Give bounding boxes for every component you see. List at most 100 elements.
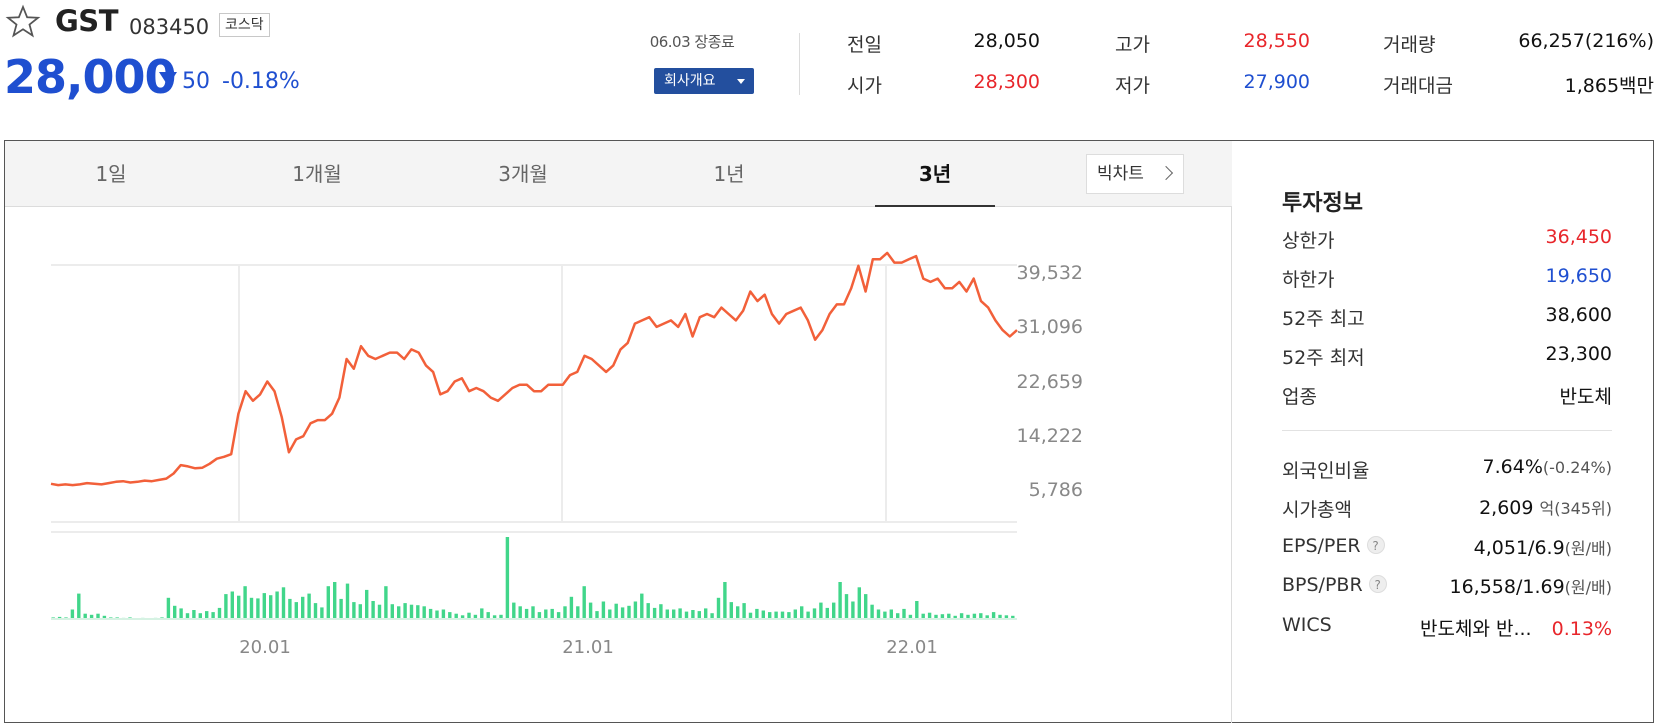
stat-value-prev-close: 28,050 (973, 30, 1040, 52)
info-value: 19,650 (1545, 265, 1612, 287)
volume-bar (448, 612, 452, 619)
price-chart-area: 39,532 31,096 22,659 14,222 5,786 20.01 21.01 2… (5, 207, 1232, 723)
price-change: 50 (182, 69, 210, 94)
price-chart: 39,532 31,096 22,659 14,222 5,786 20.01 21.01 2… (50, 251, 1083, 658)
volume-bar (812, 608, 817, 619)
volume-bar (249, 597, 254, 619)
volume-bar (409, 604, 414, 619)
volume-bar (499, 614, 503, 619)
volume-bar (748, 612, 753, 619)
favorite-star-icon[interactable] (4, 3, 42, 41)
volume-bar (288, 598, 292, 619)
info-sub: (-0.24%) (1542, 458, 1612, 477)
volume-bar (256, 598, 260, 619)
y-tick-label: 22,659 (1017, 371, 1083, 393)
period-tabs: 1일 1개월 3개월 1년 3년 빅차트 (5, 141, 1232, 207)
chevron-right-icon (1158, 165, 1174, 181)
volume-bar (576, 606, 580, 619)
bigchart-button[interactable]: 빅차트 (1086, 154, 1184, 194)
volume-bar (736, 606, 740, 619)
volume-bar (959, 613, 964, 619)
company-overview-label: 회사개요 (664, 73, 716, 89)
volume-bar (505, 537, 510, 619)
volume-bar (237, 595, 241, 619)
volume-bar (800, 606, 804, 619)
volume-bar (896, 613, 900, 619)
volume-bar (269, 595, 273, 619)
volume-bar (243, 586, 247, 619)
stat-value-volume: 66,257(216%) (1518, 30, 1654, 52)
volume-bar (217, 607, 222, 619)
volume-bar (473, 614, 478, 619)
volume-bar (486, 612, 490, 619)
stat-value-low: 27,900 (1243, 71, 1310, 93)
volume-bar (870, 604, 874, 619)
info-row-52w-high: 52주 최고 38,600 (1282, 304, 1612, 330)
help-icon[interactable]: ? (1366, 536, 1385, 554)
volume-bar (985, 615, 989, 619)
volume-bar (838, 582, 842, 619)
volume-bar (780, 611, 785, 619)
volume-bar (691, 610, 695, 619)
volume-bar (192, 610, 196, 619)
volume-bar (806, 611, 810, 619)
x-tick-label: 21.01 (562, 637, 614, 658)
volume-bar (371, 601, 375, 619)
info-row-lower-limit: 하한가 19,650 (1282, 265, 1612, 291)
volume-bar (467, 612, 471, 619)
volume-bar (633, 601, 638, 619)
tab-3-month[interactable]: 3개월 (498, 162, 548, 186)
volume-bar (89, 614, 94, 619)
volume-bar (492, 615, 497, 619)
company-overview-button[interactable]: 회사개요 (654, 68, 754, 94)
volume-bar (889, 609, 893, 619)
volume-bar (883, 611, 887, 619)
volume-bar (1004, 615, 1009, 619)
info-label: EPS/PER (1282, 535, 1361, 557)
x-tick-label: 22.01 (886, 637, 938, 658)
info-label: 업종 (1282, 386, 1317, 408)
bigchart-label: 빅차트 (1097, 164, 1144, 184)
stat-label-prev-close: 전일 (847, 34, 882, 56)
volume-bar (281, 587, 286, 619)
tab-1-year[interactable]: 1년 (713, 162, 745, 186)
volume-bar (652, 607, 657, 619)
volume-bar (531, 606, 535, 619)
y-tick-label: 31,096 (1017, 316, 1083, 338)
volume-bar (70, 609, 75, 619)
volume-bar (518, 606, 522, 619)
volume-bar (927, 612, 932, 619)
volume-bar (614, 603, 618, 619)
volume-bar (966, 614, 970, 619)
volume-bar (416, 605, 420, 619)
volume-bar (832, 602, 836, 619)
volume-bar (723, 582, 727, 619)
volume-bar (793, 609, 797, 619)
chart-panel: 1일 1개월 3개월 1년 3년 빅차트 39,532 31,096 22,659 1… (4, 140, 1654, 723)
volume-bar (524, 608, 529, 619)
volume-bar (173, 605, 177, 619)
info-value: 16,558/1.69 (1449, 576, 1565, 598)
volume-bar (358, 604, 362, 619)
volume-bar (601, 601, 606, 619)
volume-bar (665, 609, 669, 619)
volume-bar (403, 603, 407, 619)
tab-1-month[interactable]: 1개월 (292, 162, 342, 186)
volume-bar (569, 596, 574, 619)
tab-3-year[interactable]: 3년 (875, 141, 995, 207)
down-arrow-icon (159, 72, 177, 86)
info-row-bps-pbr: BPS/PBR? 16,558/1.69(원/배) (1282, 574, 1612, 600)
stat-label-open: 시가 (847, 75, 882, 97)
volume-bar (166, 597, 171, 619)
investment-info-title: 투자정보 (1282, 191, 1363, 216)
help-icon[interactable]: ? (1368, 575, 1387, 593)
stat-value-high: 28,550 (1243, 30, 1310, 52)
info-label: BPS/PBR (1282, 574, 1363, 596)
wics-link[interactable]: 반도체와 반... (1420, 618, 1532, 640)
volume-bar (684, 611, 689, 619)
info-label: WICS (1282, 614, 1332, 636)
info-value: 7.64% (1482, 456, 1543, 478)
volume-bar (179, 608, 183, 619)
stock-header: GST 083450 코스닥 28,000 50 -0.18% 06.03 장종… (0, 0, 1658, 130)
tab-1-day[interactable]: 1일 (95, 162, 127, 186)
